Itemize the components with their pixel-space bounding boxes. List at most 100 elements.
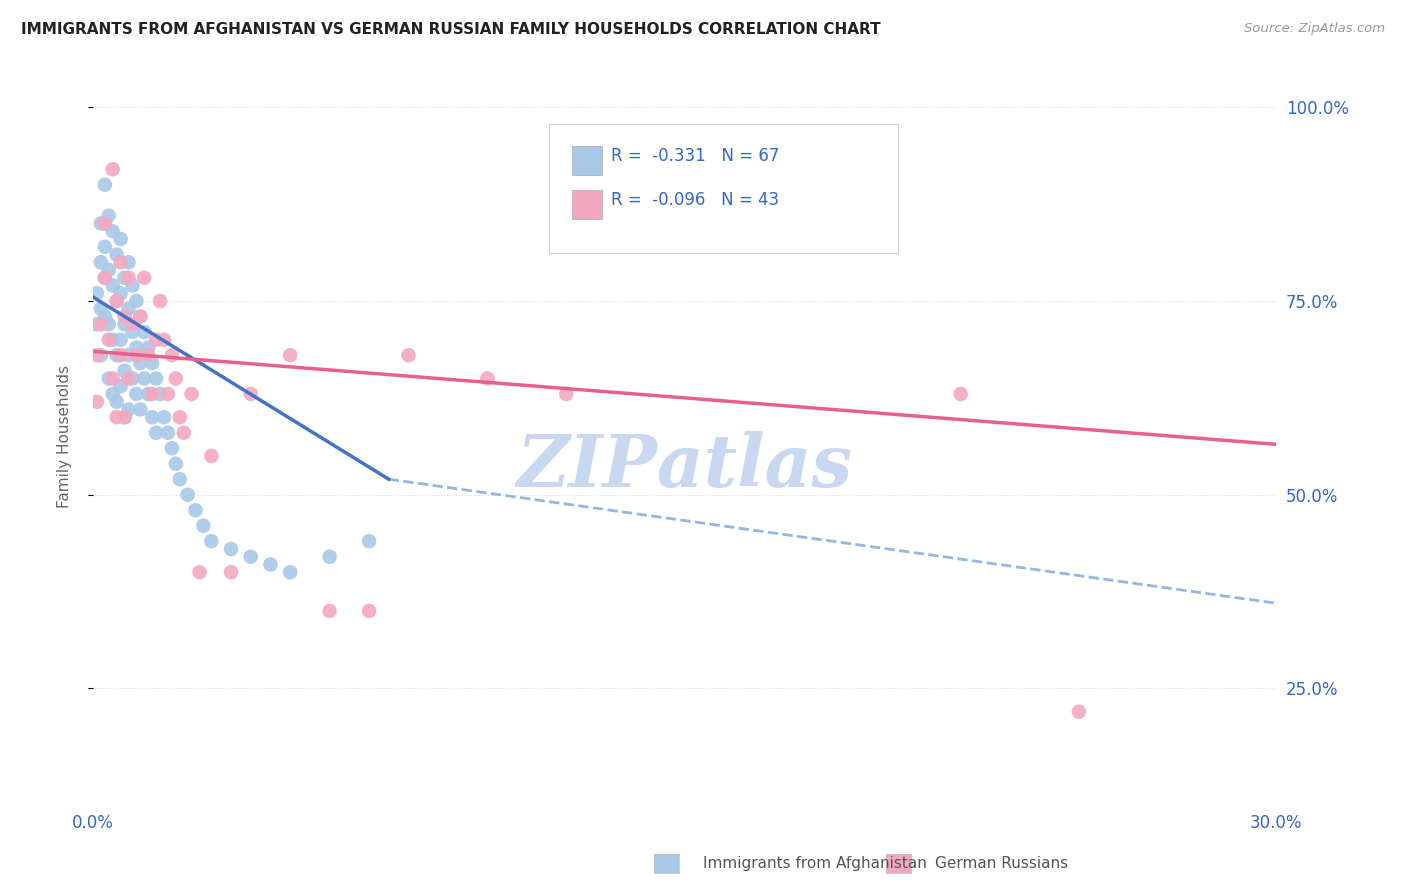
Point: [165, 371, 187, 385]
Point: [141, 410, 163, 425]
Point: [180, 387, 202, 401]
Point: [94, 270, 117, 285]
Point: [239, 549, 262, 564]
Point: [239, 387, 262, 401]
Point: [477, 371, 499, 385]
Point: [97, 209, 120, 223]
Point: [110, 348, 132, 362]
Point: [165, 457, 187, 471]
Point: [114, 310, 136, 324]
Point: [145, 425, 167, 440]
Point: [156, 387, 179, 401]
FancyBboxPatch shape: [572, 190, 602, 219]
Point: [153, 333, 176, 347]
Point: [97, 333, 120, 347]
Point: [114, 364, 136, 378]
Point: [114, 410, 136, 425]
Point: [94, 217, 117, 231]
Point: [555, 387, 578, 401]
Point: [121, 371, 143, 385]
Point: [97, 371, 120, 385]
Point: [176, 488, 198, 502]
Point: [117, 402, 139, 417]
Point: [141, 356, 163, 370]
Point: [134, 325, 156, 339]
FancyBboxPatch shape: [548, 124, 897, 252]
Point: [114, 317, 136, 331]
Point: [125, 341, 148, 355]
Point: [105, 293, 128, 308]
Point: [101, 371, 124, 385]
Point: [114, 270, 136, 285]
Point: [101, 387, 124, 401]
Point: [86, 394, 108, 409]
Point: [110, 232, 132, 246]
Point: [357, 534, 380, 549]
Point: [200, 534, 222, 549]
FancyBboxPatch shape: [572, 145, 602, 175]
Point: [105, 394, 128, 409]
Point: [97, 263, 120, 277]
Point: [160, 441, 183, 455]
Point: [156, 425, 179, 440]
Point: [117, 270, 139, 285]
Point: [105, 410, 128, 425]
Point: [97, 317, 120, 331]
Point: [90, 301, 112, 316]
Point: [149, 293, 172, 308]
Point: [94, 178, 117, 192]
Point: [117, 348, 139, 362]
Point: [114, 410, 136, 425]
Point: [110, 379, 132, 393]
Point: [121, 317, 143, 331]
Point: [318, 604, 340, 618]
Point: [149, 387, 172, 401]
Point: [949, 387, 972, 401]
Point: [125, 387, 148, 401]
Point: [86, 317, 108, 331]
Point: [136, 341, 159, 355]
Point: [105, 293, 128, 308]
Point: [101, 162, 124, 177]
Point: [90, 255, 112, 269]
Point: [94, 240, 117, 254]
Point: [90, 317, 112, 331]
Point: [86, 286, 108, 301]
Point: [110, 255, 132, 269]
Point: [219, 565, 242, 579]
Point: [160, 348, 183, 362]
Point: [86, 348, 108, 362]
Text: ZIP​atlas: ZIP​atlas: [516, 431, 852, 501]
Text: Immigrants from Afghanistan: Immigrants from Afghanistan: [703, 856, 927, 871]
Point: [278, 348, 301, 362]
Point: [278, 565, 301, 579]
Point: [110, 333, 132, 347]
Point: [121, 325, 143, 339]
Point: [125, 293, 148, 308]
Point: [357, 604, 380, 618]
Point: [105, 247, 128, 261]
Point: [136, 387, 159, 401]
Point: [318, 549, 340, 564]
Point: [129, 310, 152, 324]
Point: [101, 278, 124, 293]
Point: [90, 217, 112, 231]
Point: [136, 348, 159, 362]
Y-axis label: Family Households: Family Households: [58, 365, 72, 508]
Point: [134, 270, 156, 285]
Point: [193, 518, 215, 533]
Point: [94, 310, 117, 324]
Point: [129, 402, 152, 417]
Point: [117, 371, 139, 385]
Point: [219, 541, 242, 556]
Point: [173, 425, 195, 440]
Point: [1067, 705, 1090, 719]
Point: [110, 286, 132, 301]
Point: [259, 558, 281, 572]
Point: [153, 410, 176, 425]
Text: German Russians: German Russians: [935, 856, 1069, 871]
Point: [117, 301, 139, 316]
Point: [129, 310, 152, 324]
Point: [169, 472, 191, 486]
Point: [125, 348, 148, 362]
